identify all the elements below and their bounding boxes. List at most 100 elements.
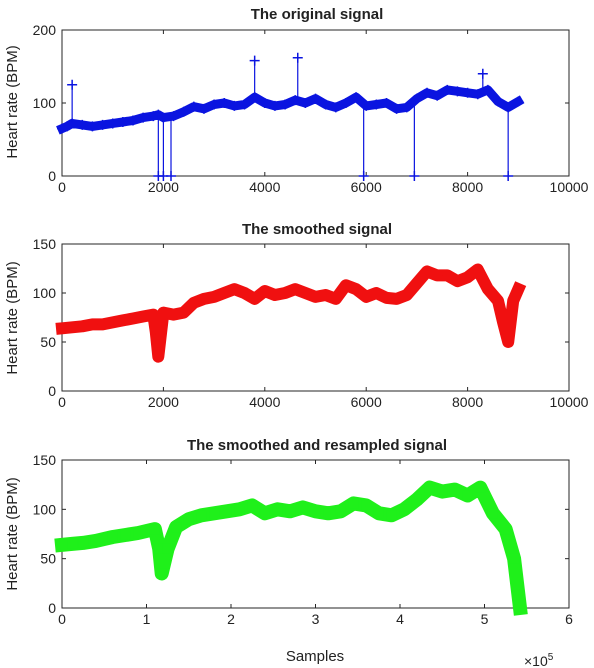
data-point [196, 510, 207, 521]
data-point [67, 538, 78, 549]
data-point [188, 101, 199, 112]
data-point [168, 309, 179, 320]
data-point [221, 506, 232, 517]
chart-original-signal: The original signal Heart rate (BPM) 0 20… [4, 6, 589, 195]
data-point [156, 568, 167, 579]
data-point [513, 284, 524, 295]
data-point [90, 535, 101, 546]
data-point [280, 288, 291, 298]
y-tick-label: 50 [40, 334, 56, 350]
data-point [442, 84, 453, 95]
data-point [97, 119, 108, 130]
data-point [77, 119, 88, 130]
x-tick-label: 0 [58, 394, 66, 410]
chart-title: The smoothed signal [242, 221, 392, 238]
spike-marker [409, 171, 420, 181]
data-point [87, 319, 98, 330]
y-tick-label: 0 [48, 600, 56, 616]
data-point [371, 288, 382, 298]
data-point [310, 291, 321, 302]
x-tick-label: 2000 [148, 179, 179, 195]
data-point [513, 96, 524, 107]
chart-title: The smoothed and resampled signal [187, 437, 447, 454]
x-tick-label: 10000 [550, 179, 589, 195]
data-point [330, 293, 341, 304]
data-point [198, 103, 209, 114]
data-point [320, 289, 331, 300]
data-point [472, 264, 483, 275]
data-point [57, 123, 67, 134]
data-point [348, 498, 359, 509]
data-point [249, 293, 260, 304]
data-point [381, 292, 392, 303]
chart-title: The original signal [251, 6, 384, 23]
data-point [67, 322, 78, 333]
data-point [472, 89, 483, 100]
data-point [209, 291, 220, 302]
data-point [437, 486, 448, 497]
x-tick-label: 0 [58, 611, 66, 627]
x-tick-label: 8000 [452, 179, 483, 195]
data-point [149, 524, 160, 535]
data-point [259, 286, 270, 297]
chart-smoothed-signal: The smoothed signal Heart rate (BPM) 0 20… [4, 221, 589, 410]
data-point [133, 528, 144, 539]
data-point [361, 291, 372, 302]
data-point [514, 603, 525, 613]
data-point [411, 494, 422, 505]
data-point [117, 116, 128, 127]
spike-marker [249, 55, 260, 66]
data-point [371, 99, 382, 110]
data-point [401, 102, 412, 113]
x-tick-label: 0 [58, 179, 66, 195]
y-tick-label: 100 [33, 95, 57, 111]
spike-marker [67, 79, 78, 90]
x-axis-label: Samples [286, 648, 344, 665]
data-point [432, 270, 443, 281]
data-point [178, 307, 189, 318]
data-point [269, 289, 280, 300]
x-tick-label: 6000 [351, 179, 382, 195]
y-axis-label: Heart rate (BPM) [4, 45, 21, 158]
chart-resampled-signal: The smoothed and resampled signal Heart … [4, 437, 573, 668]
data-point [138, 311, 149, 322]
data-point [391, 103, 402, 114]
y-axis-label: Heart rate (BPM) [4, 261, 21, 374]
data-point [323, 508, 334, 519]
data-point [424, 482, 435, 493]
data-point [280, 99, 291, 110]
data-point [449, 484, 460, 495]
data-point [285, 506, 296, 517]
x-tick-label: 5 [481, 611, 489, 627]
data-point [498, 317, 509, 328]
x-tick-label: 1 [143, 611, 151, 627]
x-axis-multiplier: ×105 [524, 652, 554, 668]
data-point [361, 500, 372, 511]
data-point [399, 504, 410, 515]
data-point [310, 93, 321, 104]
data-point [154, 543, 165, 554]
data-point [269, 100, 280, 111]
data-point [198, 293, 209, 304]
data-point [500, 524, 511, 535]
data-point [171, 522, 182, 533]
data-point [153, 351, 164, 362]
data-point [138, 112, 149, 123]
data-point [127, 313, 138, 324]
data-point [120, 529, 131, 540]
data-point [234, 504, 245, 515]
data-point [78, 537, 89, 548]
data-point [155, 329, 166, 340]
data-point [57, 323, 67, 334]
data-point [209, 99, 220, 110]
data-point [320, 99, 331, 110]
data-point [188, 297, 199, 308]
data-point [442, 270, 453, 281]
data-point [259, 98, 270, 108]
data-point [462, 490, 473, 501]
x-tick-label: 10000 [550, 394, 589, 410]
data-point [386, 510, 397, 521]
data-point [148, 309, 159, 320]
spike-marker [166, 171, 177, 181]
data-point [219, 98, 230, 108]
